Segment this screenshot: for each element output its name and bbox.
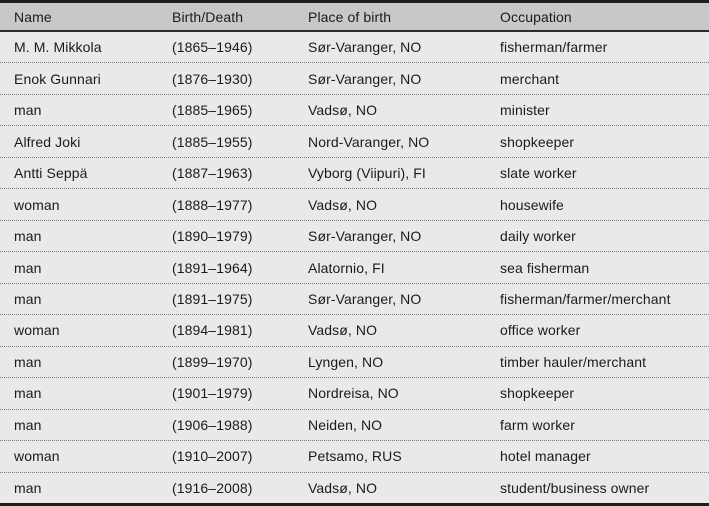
cell-name: woman (14, 322, 60, 339)
table-row: woman (1894–1981) Vadsø, NO office worke… (0, 315, 709, 347)
cell-occupation: hotel manager (500, 448, 591, 465)
cell-occupation: minister (500, 102, 550, 119)
cell-place-of-birth: Alatornio, FI (308, 259, 385, 276)
cell-occupation: office worker (500, 322, 581, 339)
cell-occupation: daily worker (500, 228, 576, 245)
cell-place-of-birth: Sør-Varanger, NO (308, 70, 422, 87)
cell-place-of-birth: Lyngen, NO (308, 353, 384, 370)
cell-occupation: housewife (500, 196, 564, 213)
cell-occupation: sea fisherman (500, 259, 590, 276)
cell-name: woman (14, 448, 60, 465)
cell-occupation: timber hauler/merchant (500, 353, 647, 370)
cell-place-of-birth: Vadsø, NO (308, 322, 378, 339)
cell-place-of-birth: Sør-Varanger, NO (308, 228, 422, 245)
column-header-name: Name (14, 8, 52, 25)
table-row: man (1916–2008) Vadsø, NO student/busine… (0, 472, 709, 504)
table-row: man (1891–1964) Alatornio, FI sea fisher… (0, 252, 709, 284)
cell-birth-death: (1888–1977) (172, 196, 253, 213)
cell-name: Antti Seppä (14, 165, 88, 182)
cell-birth-death: (1890–1979) (172, 228, 253, 245)
table-row: Antti Seppä (1887–1963) Vyborg (Viipuri)… (0, 157, 709, 190)
cell-occupation: farm worker (500, 416, 575, 433)
table-row: woman (1888–1977) Vadsø, NO housewife (0, 189, 709, 221)
cell-birth-death: (1865–1946) (172, 39, 253, 56)
table-row: man (1901–1979) Nordreisa, NO shopkeeper (0, 378, 709, 410)
cell-occupation: fisherman/farmer (500, 39, 608, 56)
cell-place-of-birth: Vadsø, NO (308, 102, 378, 119)
table-row: man (1906–1988) Neiden, NO farm worker (0, 409, 709, 442)
table-row: M. M. Mikkola (1865–1946) Sør-Varanger, … (0, 32, 709, 64)
cell-name: Alfred Joki (14, 133, 81, 150)
column-header-birth-death: Birth/Death (172, 8, 244, 25)
cell-name: man (14, 259, 42, 276)
cell-birth-death: (1885–1965) (172, 102, 253, 119)
table-header-row: Name Birth/Death Place of birth Occupati… (0, 3, 709, 32)
cell-occupation: student/business owner (500, 479, 650, 496)
cell-place-of-birth: Neiden, NO (308, 416, 383, 433)
table-row: man (1885–1965) Vadsø, NO minister (0, 94, 709, 127)
table-row: Enok Gunnari (1876–1930) Sør-Varanger, N… (0, 63, 709, 95)
cell-occupation: fisherman/farmer/merchant (500, 290, 671, 307)
cell-birth-death: (1876–1930) (172, 70, 253, 87)
column-header-occupation: Occupation (500, 8, 572, 25)
cell-name: man (14, 102, 42, 119)
cell-birth-death: (1887–1963) (172, 165, 253, 182)
cell-name: man (14, 385, 42, 402)
cell-occupation: slate worker (500, 165, 577, 182)
column-header-place: Place of birth (308, 8, 392, 25)
cell-name: man (14, 416, 42, 433)
cell-birth-death: (1916–2008) (172, 479, 253, 496)
table-row: man (1891–1975) Sør-Varanger, NO fisherm… (0, 283, 709, 316)
cell-place-of-birth: Sør-Varanger, NO (308, 290, 422, 307)
table-row: woman (1910–2007) Petsamo, RUS hotel man… (0, 441, 709, 473)
cell-occupation: shopkeeper (500, 385, 575, 402)
cell-place-of-birth: Vadsø, NO (308, 196, 378, 213)
table-row: man (1899–1970) Lyngen, NO timber hauler… (0, 346, 709, 379)
cell-name: man (14, 290, 42, 307)
cell-place-of-birth: Nord-Varanger, NO (308, 133, 430, 150)
table-row: man (1890–1979) Sør-Varanger, NO daily w… (0, 220, 709, 253)
cell-birth-death: (1901–1979) (172, 385, 253, 402)
cell-birth-death: (1906–1988) (172, 416, 253, 433)
cell-place-of-birth: Sør-Varanger, NO (308, 39, 422, 56)
table-row: Alfred Joki (1885–1955) Nord-Varanger, N… (0, 126, 709, 158)
cell-place-of-birth: Petsamo, RUS (308, 448, 402, 465)
cell-birth-death: (1891–1975) (172, 290, 253, 307)
cell-occupation: merchant (500, 70, 560, 87)
cell-birth-death: (1899–1970) (172, 353, 253, 370)
cell-birth-death: (1910–2007) (172, 448, 253, 465)
cell-name: man (14, 353, 42, 370)
cell-place-of-birth: Vyborg (Viipuri), FI (308, 165, 426, 182)
cell-birth-death: (1891–1964) (172, 259, 253, 276)
cell-birth-death: (1894–1981) (172, 322, 253, 339)
cell-birth-death: (1885–1955) (172, 133, 253, 150)
cell-occupation: shopkeeper (500, 133, 575, 150)
cell-name: woman (14, 196, 60, 213)
cell-name: man (14, 479, 42, 496)
cell-name: man (14, 228, 42, 245)
cell-place-of-birth: Vadsø, NO (308, 479, 378, 496)
cell-name: Enok Gunnari (14, 70, 101, 87)
cell-place-of-birth: Nordreisa, NO (308, 385, 399, 402)
cell-name: M. M. Mikkola (14, 39, 102, 56)
